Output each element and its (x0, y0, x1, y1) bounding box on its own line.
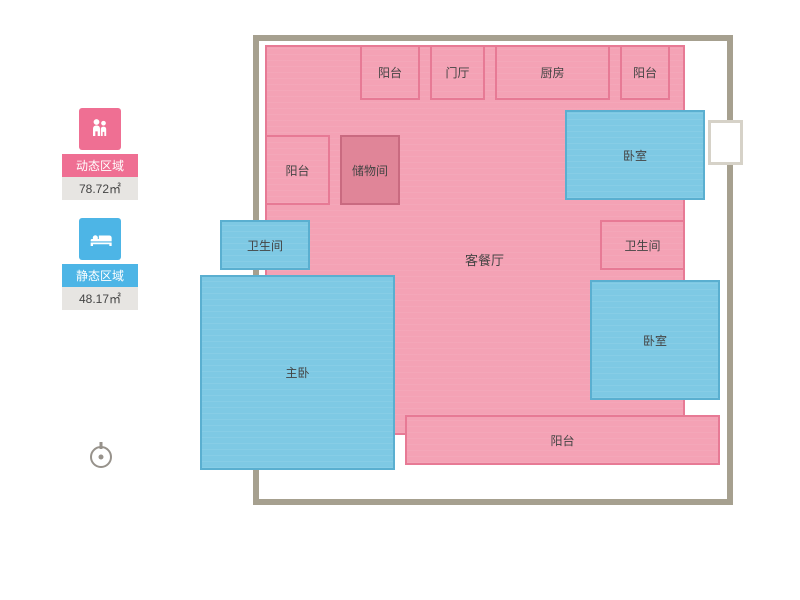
room-label: 阳台 (285, 162, 309, 179)
legend-dynamic-value: 78.72㎡ (62, 177, 138, 200)
legend-static: 静态区域 48.17㎡ (62, 218, 138, 310)
room-label: 阳台 (550, 432, 574, 449)
legend-dynamic-label: 动态区域 (62, 154, 138, 177)
room-label: 阳台 (633, 64, 657, 81)
room-label: 门厅 (445, 64, 469, 81)
room-label: 卫生间 (247, 237, 283, 254)
legend-static-label: 静态区域 (62, 264, 138, 287)
floor-plan: 阳台门厅厨房阳台阳台储物间卧室卫生间卫生间卧室主卧阳台 客餐厅 (195, 20, 785, 580)
room-master-bedroom: 主卧 (200, 275, 395, 470)
room-balcony-top-1: 阳台 (360, 45, 420, 100)
room-balcony-top-2: 阳台 (620, 45, 670, 100)
room-label: 卧室 (623, 147, 647, 164)
room-balcony-left: 阳台 (265, 135, 330, 205)
room-foyer: 门厅 (430, 45, 485, 100)
legend-static-value: 48.17㎡ (62, 287, 138, 310)
people-icon (79, 108, 121, 150)
room-bedroom-bottom: 卧室 (590, 280, 720, 400)
exterior-box (708, 120, 743, 165)
room-bath-right: 卫生间 (600, 220, 685, 270)
room-label: 厨房 (540, 64, 564, 81)
legend-dynamic: 动态区域 78.72㎡ (62, 108, 138, 200)
room-label: 阳台 (378, 64, 402, 81)
room-label: 主卧 (285, 364, 309, 381)
legend: 动态区域 78.72㎡ 静态区域 48.17㎡ (62, 108, 138, 328)
living-room-label: 客餐厅 (465, 250, 504, 269)
bed-icon (79, 218, 121, 260)
compass-icon (88, 440, 114, 466)
room-bedroom-top: 卧室 (565, 110, 705, 200)
room-label: 卫生间 (624, 237, 660, 254)
room-balcony-bottom: 阳台 (405, 415, 720, 465)
room-label: 卧室 (643, 332, 667, 349)
room-label: 储物间 (352, 162, 388, 179)
room-bath-left: 卫生间 (220, 220, 310, 270)
room-kitchen: 厨房 (495, 45, 610, 100)
room-storage: 储物间 (340, 135, 400, 205)
